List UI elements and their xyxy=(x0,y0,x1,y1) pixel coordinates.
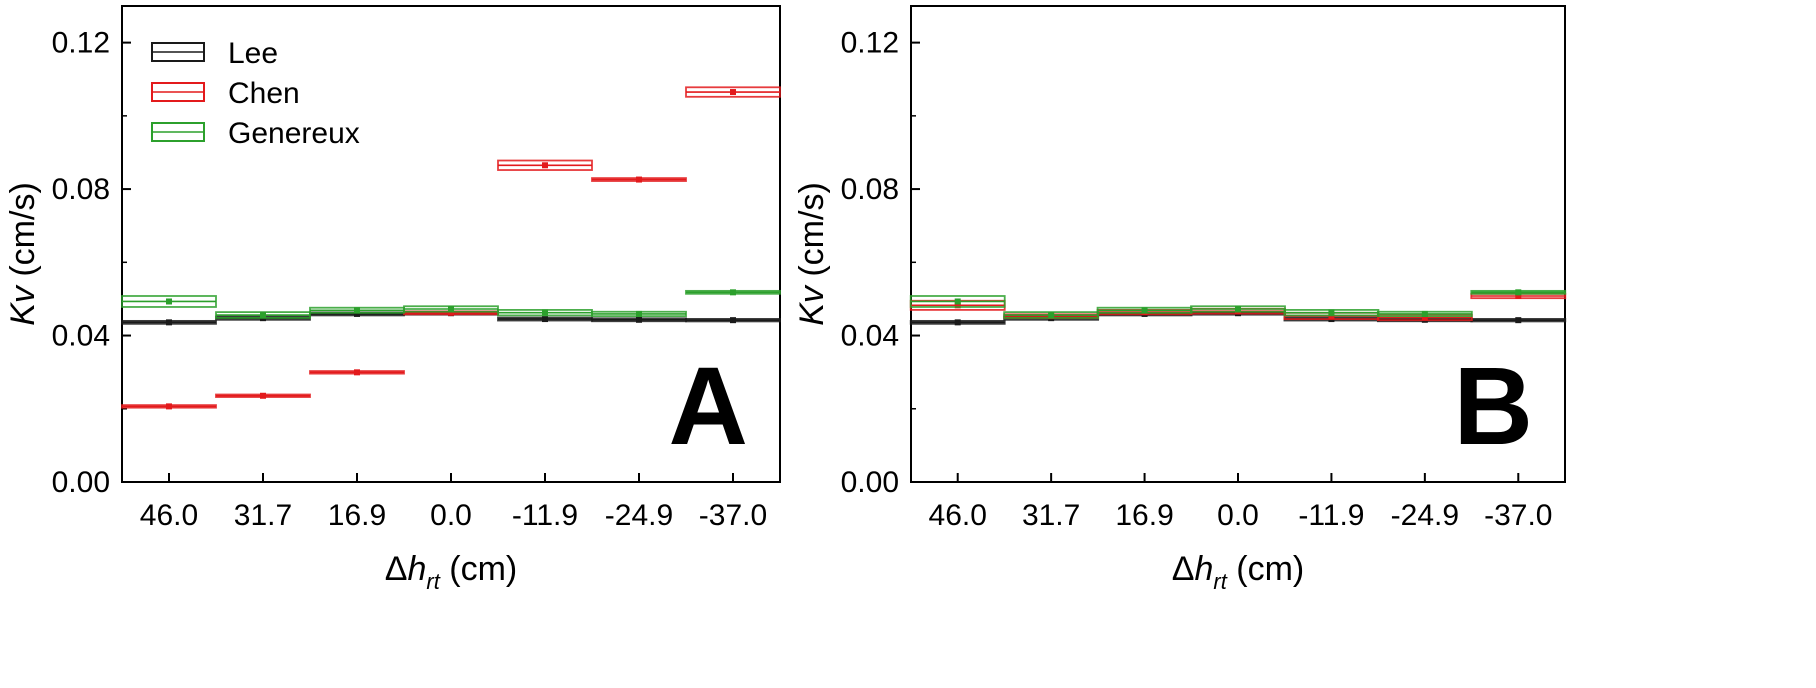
mean-marker xyxy=(354,310,360,317)
mean-marker xyxy=(1515,292,1522,299)
series-chen xyxy=(121,86,781,410)
x-tick-label: 31.7 xyxy=(1022,499,1080,532)
x-axis-label-unit: (cm) xyxy=(1227,550,1304,588)
mean-marker xyxy=(730,289,736,296)
mean-marker xyxy=(1048,312,1055,319)
x-tick-label: -37.0 xyxy=(1484,499,1552,532)
mean-marker xyxy=(954,302,961,309)
x-axis-label-var: h xyxy=(1194,550,1213,588)
mean-marker xyxy=(448,309,454,316)
panel-label: A xyxy=(669,345,748,468)
x-tick-label: -24.9 xyxy=(1391,499,1459,532)
y-axis-label: Kv (cm/s) xyxy=(4,182,42,326)
mean-marker xyxy=(1515,317,1522,324)
y-tick-label: 0.00 xyxy=(841,466,899,499)
x-axis-label-sub: rt xyxy=(1213,569,1227,594)
x-tick-label: 46.0 xyxy=(929,499,987,532)
mean-marker xyxy=(1141,307,1148,314)
x-axis-label: Δhrt (cm) xyxy=(1172,550,1305,594)
x-axis-label-unit: (cm) xyxy=(440,550,517,588)
legend-label: Lee xyxy=(228,37,278,70)
y-tick-label: 0.12 xyxy=(841,27,899,60)
mean-marker xyxy=(636,176,642,183)
mean-marker xyxy=(166,319,172,326)
y-axis-label-var: Kv xyxy=(4,284,42,326)
y-axis-label-unit: (cm/s) xyxy=(793,182,831,286)
mean-marker xyxy=(166,298,172,305)
x-axis-label-sub: rt xyxy=(426,569,440,594)
mean-marker xyxy=(542,309,548,316)
y-tick-label: 0.00 xyxy=(52,466,110,499)
x-tick-label: 46.0 xyxy=(140,499,198,532)
series-genereux xyxy=(121,289,781,319)
y-axis-label-var: Kv xyxy=(793,284,831,326)
mean-marker xyxy=(542,162,548,169)
x-tick-label: 31.7 xyxy=(234,499,292,532)
y-axis-label-unit: (cm/s) xyxy=(4,182,42,286)
x-tick-label: -11.9 xyxy=(512,499,578,532)
mean-marker xyxy=(730,317,736,324)
x-tick-label: 16.9 xyxy=(328,499,386,532)
mean-marker xyxy=(730,89,736,96)
x-axis-label-var: h xyxy=(407,550,426,588)
mean-marker xyxy=(636,310,642,317)
mean-marker xyxy=(1235,305,1241,312)
x-tick-label: 0.0 xyxy=(430,499,472,532)
x-tick-label: -24.9 xyxy=(605,499,673,532)
y-tick-label: 0.08 xyxy=(52,173,110,206)
legend: Lee Chen Genereux xyxy=(151,37,360,150)
x-tick-label: 16.9 xyxy=(1115,499,1173,532)
mean-marker xyxy=(354,307,360,314)
mean-marker xyxy=(1421,314,1428,321)
y-axis-label: Kv (cm/s) xyxy=(793,182,831,326)
mean-marker xyxy=(636,316,642,323)
chart-panel-a: 0.00 0.04 0.08 0.12 46.0 31.7 16.9 0.0 -11.9 -24.… xyxy=(4,5,781,594)
mean-marker xyxy=(1515,289,1522,296)
x-axis-label: Δhrt (cm) xyxy=(385,550,518,594)
mean-marker xyxy=(448,305,454,312)
y-tick-label: 0.12 xyxy=(52,27,110,60)
x-tick-label: -11.9 xyxy=(1298,499,1364,532)
panel-label: B xyxy=(1454,345,1533,468)
mean-marker xyxy=(1421,310,1428,317)
x-tick-label: 0.0 xyxy=(1217,499,1259,532)
y-tick-label: 0.04 xyxy=(841,320,899,353)
mean-marker xyxy=(542,316,548,323)
legend-label: Chen xyxy=(228,77,300,110)
series-genereux xyxy=(909,289,1567,319)
y-tick-label: 0.04 xyxy=(52,320,110,353)
mean-marker xyxy=(954,319,961,326)
mean-marker xyxy=(166,403,172,410)
mean-marker xyxy=(354,369,360,376)
x-axis-label-prefix: Δ xyxy=(385,550,408,588)
mean-marker xyxy=(260,392,266,399)
legend-label: Genereux xyxy=(228,117,360,150)
mean-marker xyxy=(260,312,266,319)
mean-marker xyxy=(954,298,961,305)
x-axis-label-prefix: Δ xyxy=(1172,550,1195,588)
x-tick-label: -37.0 xyxy=(699,499,767,532)
y-tick-label: 0.08 xyxy=(841,173,899,206)
mean-marker xyxy=(1328,309,1335,316)
chart-panel-b: 0.00 0.04 0.08 0.12 46.0 31.7 16.9 0.0 -11.9 -24.… xyxy=(793,5,1567,594)
